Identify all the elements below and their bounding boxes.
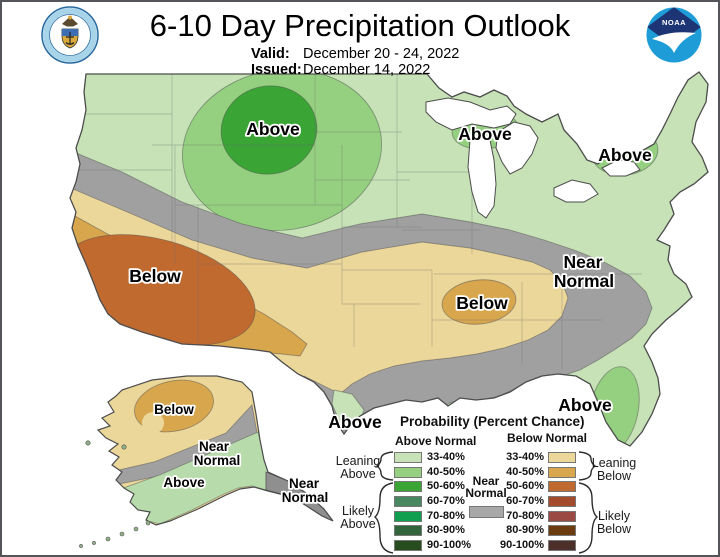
above-range-label: 33-40% [427, 451, 465, 463]
map-label-alaska-near-normal-line2: Normal [194, 453, 241, 468]
legend-above-normal-header: Above Normal [395, 434, 477, 448]
below-40-swatch [548, 467, 576, 478]
map-label-below-midsouth: Below [456, 293, 508, 313]
map-label-above-northwest: Above [246, 119, 300, 139]
nws-doc-seal-icon [41, 6, 99, 64]
above-range-label: 60-70% [427, 495, 465, 507]
map-label-alaska-near-normal-line1: Near [199, 439, 230, 454]
alaska-band-below-33-notch [142, 412, 164, 434]
map-label-near-normal-east-line1: Near [564, 252, 603, 272]
valid-value: December 20 - 24, 2022 [303, 46, 460, 62]
page-title: 6-10 Day Precipitation Outlook [149, 8, 571, 43]
lake-huron [495, 121, 539, 175]
above-80-swatch [394, 525, 422, 536]
lake-michigan [467, 133, 497, 219]
below-range-label: 50-60% [506, 480, 544, 492]
below-70-swatch [548, 511, 576, 522]
leaning-above-label: Leaning Above [335, 454, 381, 481]
noaa-logo-icon: NOAA [646, 7, 702, 63]
above-range-label: 70-80% [427, 510, 465, 522]
legend-braces [373, 451, 599, 554]
issued-label: Issued: [251, 62, 302, 78]
state-boundaries [76, 74, 642, 370]
above-90-swatch [394, 540, 422, 551]
map-label-above-florida: Above [558, 395, 612, 415]
above-50-swatch [394, 481, 422, 492]
map-label-alaska-panhandle-near-normal-line1: Near [289, 476, 320, 491]
legend-row: 90-100% 90-100% [2, 539, 718, 552]
map-label-alaska-panhandle-near-normal-line2: Normal [282, 490, 329, 505]
noaa-seagull-icon [652, 32, 696, 53]
map-label-above-great-lakes: Above [458, 124, 512, 144]
map-label-above-northeast: Above [598, 145, 652, 165]
leaning-below-label: Leaning Below [591, 456, 637, 483]
valid-label: Valid: [251, 46, 290, 62]
alaska-coastline [96, 375, 334, 526]
below-range-label: 33-40% [506, 451, 544, 463]
above-range-label: 90-100% [427, 539, 472, 551]
legend-row: 80-90% 80-90% [2, 524, 718, 537]
likely-below-label: Likely Below [596, 509, 632, 536]
brace-leaning-above-icon [375, 451, 394, 481]
below-33-swatch [548, 452, 576, 463]
issued-line: Issued:December 14, 2022 [251, 62, 430, 78]
map-label-above-south-texas: Above [328, 412, 382, 432]
above-range-label: 50-60% [427, 480, 465, 492]
legend-row: 60-70% 60-70% [2, 495, 718, 508]
above-33-swatch [394, 452, 422, 463]
map-label-below-southwest: Below [129, 266, 181, 286]
legend-row: 50-60% 50-60% [2, 480, 718, 493]
lake-ontario [601, 159, 641, 177]
below-60-swatch [548, 496, 576, 507]
below-90-swatch [548, 540, 576, 551]
aleutian-islands [79, 440, 151, 548]
map-label-alaska-above: Above [163, 475, 205, 490]
above-60-swatch [394, 496, 422, 507]
above-range-label: 80-90% [427, 524, 465, 536]
noaa-logo-text: NOAA [662, 18, 686, 27]
map-label-alaska-below: Below [154, 402, 194, 417]
below-range-label: 90-100% [499, 539, 544, 551]
conus-coastline [69, 71, 709, 447]
band-above-50-core [220, 85, 318, 175]
legend-near-normal-label: Near Normal [465, 474, 507, 500]
great-lakes [425, 97, 641, 219]
below-range-label: 80-90% [506, 524, 544, 536]
above-range-label: 40-50% [427, 466, 465, 478]
brace-leaning-below-icon [578, 451, 597, 481]
legend-title: Probability (Percent Chance) [400, 414, 585, 429]
below-range-label: 40-50% [506, 466, 544, 478]
seal-eagle-icon [62, 16, 78, 27]
legend-row: 70-80% 70-80% [2, 510, 718, 523]
issued-value: December 14, 2022 [303, 62, 431, 78]
brace-likely-above-icon [373, 482, 394, 554]
legend-row: 40-50% 40-50% [2, 466, 718, 479]
below-50-swatch [548, 481, 576, 492]
near-normal-swatch [469, 506, 504, 518]
below-range-label: 70-80% [506, 510, 544, 522]
band-below-40-midsouth [441, 279, 517, 325]
below-range-label: 60-70% [506, 495, 544, 507]
legend-below-normal-header: Below Normal [507, 431, 588, 445]
likely-above-label: Likely Above [340, 504, 376, 531]
lake-erie [553, 179, 599, 203]
valid-line: Valid: December 20 - 24, 2022 [251, 46, 459, 62]
seal-anchor-icon [65, 32, 75, 45]
above-40-swatch [394, 467, 422, 478]
brace-likely-below-icon [578, 482, 599, 554]
map-label-near-normal-east-line2: Normal [554, 271, 614, 291]
above-70-swatch [394, 511, 422, 522]
legend-row: 33-40% 33-40% [2, 451, 718, 464]
below-80-swatch [548, 525, 576, 536]
